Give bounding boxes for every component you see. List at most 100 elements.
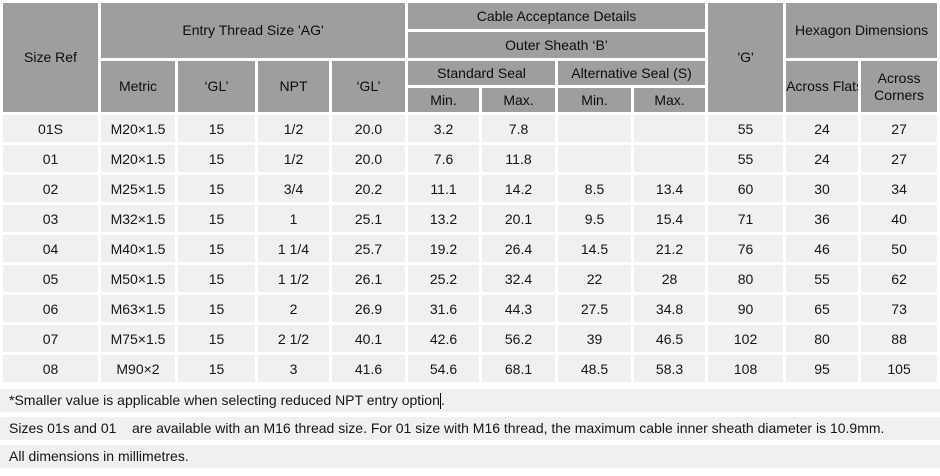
table-cell: 27 (861, 145, 938, 172)
col-header-hexagon-dimensions: Hexagon Dimensions (786, 3, 938, 58)
table-cell: 30 (786, 175, 859, 202)
table-cell: 32.4 (482, 265, 556, 292)
table-cell: 34 (861, 175, 938, 202)
table-cell: 20.0 (332, 145, 406, 172)
table-cell: M20×1.5 (101, 145, 175, 172)
table-cell: 80 (786, 325, 859, 352)
table-cell: 11.1 (408, 175, 480, 202)
table-cell: 1 (258, 205, 329, 232)
table-cell: 15 (178, 115, 255, 142)
table-cell: 24 (786, 145, 859, 172)
table-cell: 26.1 (332, 265, 406, 292)
table-cell: 20.1 (482, 205, 556, 232)
table-row: 03 M32×1.5 15 1 25.1 13.2 20.1 9.5 15.4 71 36 40 (3, 205, 938, 232)
table-cell: 2 (258, 295, 329, 322)
table-cell: 42.6 (408, 325, 480, 352)
col-header-g: 'G' (708, 3, 784, 112)
table-cell: 55 (786, 265, 859, 292)
col-header-across-corners: Across Corners (861, 61, 938, 112)
table-row: 07 M75×1.5 15 2 1/2 40.1 42.6 56.2 39 46.5 102 80 8… (3, 325, 938, 352)
table-cell: 08 (3, 355, 98, 382)
col-header-alternative-seal-max: Max. (634, 88, 706, 112)
table-cell: 01S (3, 115, 98, 142)
table-cell: M75×1.5 (101, 325, 175, 352)
table-cell: 3 (258, 355, 329, 382)
note-text-suffix: . (440, 392, 445, 408)
table-cell: 102 (708, 325, 784, 352)
table-cell: M40×1.5 (101, 235, 175, 262)
table-cell: 14.5 (558, 235, 632, 262)
table-cell: 1/2 (258, 115, 329, 142)
table-cell: 22 (558, 265, 632, 292)
table-cell: 65 (786, 295, 859, 322)
table-cell: 19.2 (408, 235, 480, 262)
note-text: *Smaller value is applicable when select… (9, 392, 440, 408)
table-cell: 68.1 (482, 355, 556, 382)
table-cell: 15 (178, 355, 255, 382)
table-cell: 73 (861, 295, 938, 322)
table-cell: 40.1 (332, 325, 406, 352)
col-header-across-flats: Across Flats (786, 61, 859, 112)
table-cell: 27 (861, 115, 938, 142)
note-npt-entry-option: *Smaller value is applicable when select… (0, 389, 940, 412)
table-cell: 04 (3, 235, 98, 262)
table-row: 05 M50×1.5 15 1 1/2 26.1 25.2 32.4 22 28 80 55 62 (3, 265, 938, 292)
table-cell: 15 (178, 145, 255, 172)
table-cell: 54.6 (408, 355, 480, 382)
table-cell: 55 (708, 145, 784, 172)
table-cell: 07 (3, 325, 98, 352)
table-cell: 15 (178, 205, 255, 232)
table-cell: 7.8 (482, 115, 556, 142)
footnotes: *Smaller value is applicable when select… (0, 389, 940, 468)
note-m16-thread: Sizes 01s and 01 are available with an M… (0, 417, 940, 440)
table-cell: 55 (708, 115, 784, 142)
table-cell: 14.2 (482, 175, 556, 202)
table-cell: 80 (708, 265, 784, 292)
cable-gland-spec-table: Size Ref Entry Thread Size 'AG' Cable Ac… (3, 3, 938, 382)
table-cell: 58.3 (634, 355, 706, 382)
table-cell: 41.6 (332, 355, 406, 382)
table-cell: 15.4 (634, 205, 706, 232)
table-cell: 34.8 (634, 295, 706, 322)
table-cell: 90 (708, 295, 784, 322)
col-header-alternative-seal: Alternative Seal (S) (558, 61, 706, 85)
table-cell: 3.2 (408, 115, 480, 142)
table-row: 01S M20×1.5 15 1/2 20.0 3.2 7.8 55 24 27 (3, 115, 938, 142)
table-cell: 2 1/2 (258, 325, 329, 352)
col-header-npt: NPT (258, 61, 329, 112)
note-all-dimensions: All dimensions in millimetres. (0, 445, 940, 468)
table-cell: 105 (861, 355, 938, 382)
table-cell: 25.2 (408, 265, 480, 292)
table-cell: 20.0 (332, 115, 406, 142)
table-cell: 40 (861, 205, 938, 232)
table-cell: 24 (786, 115, 859, 142)
table-cell: 02 (3, 175, 98, 202)
table-cell: 46 (786, 235, 859, 262)
table-cell: 26.4 (482, 235, 556, 262)
table-cell: 1 1/2 (258, 265, 329, 292)
table-cell: 50 (861, 235, 938, 262)
col-header-standard-seal-max: Max. (482, 88, 556, 112)
table-row: 02 M25×1.5 15 3/4 20.2 11.1 14.2 8.5 13.4 60 30 34 (3, 175, 938, 202)
text-cursor-caret (439, 393, 441, 410)
col-header-metric: Metric (101, 61, 175, 112)
col-header-standard-seal: Standard Seal (408, 61, 556, 85)
table-cell: 1 1/4 (258, 235, 329, 262)
table-cell: 26.9 (332, 295, 406, 322)
table-cell: 15 (178, 175, 255, 202)
table-cell: 01 (3, 145, 98, 172)
col-header-alternative-seal-min: Min. (558, 88, 632, 112)
table-cell (558, 145, 632, 172)
table-cell: 21.2 (634, 235, 706, 262)
table-cell: 15 (178, 325, 255, 352)
table-cell: 76 (708, 235, 784, 262)
table-cell: 44.3 (482, 295, 556, 322)
table-cell: 95 (786, 355, 859, 382)
table-cell (634, 145, 706, 172)
table-row: 06 M63×1.5 15 2 26.9 31.6 44.3 27.5 34.8 90 65 73 (3, 295, 938, 322)
table-cell: 15 (178, 295, 255, 322)
table-row: 08 M90×2 15 3 41.6 54.6 68.1 48.5 58.3 108 95 105 (3, 355, 938, 382)
table-cell: 3/4 (258, 175, 329, 202)
table-cell: M63×1.5 (101, 295, 175, 322)
table-cell: M50×1.5 (101, 265, 175, 292)
